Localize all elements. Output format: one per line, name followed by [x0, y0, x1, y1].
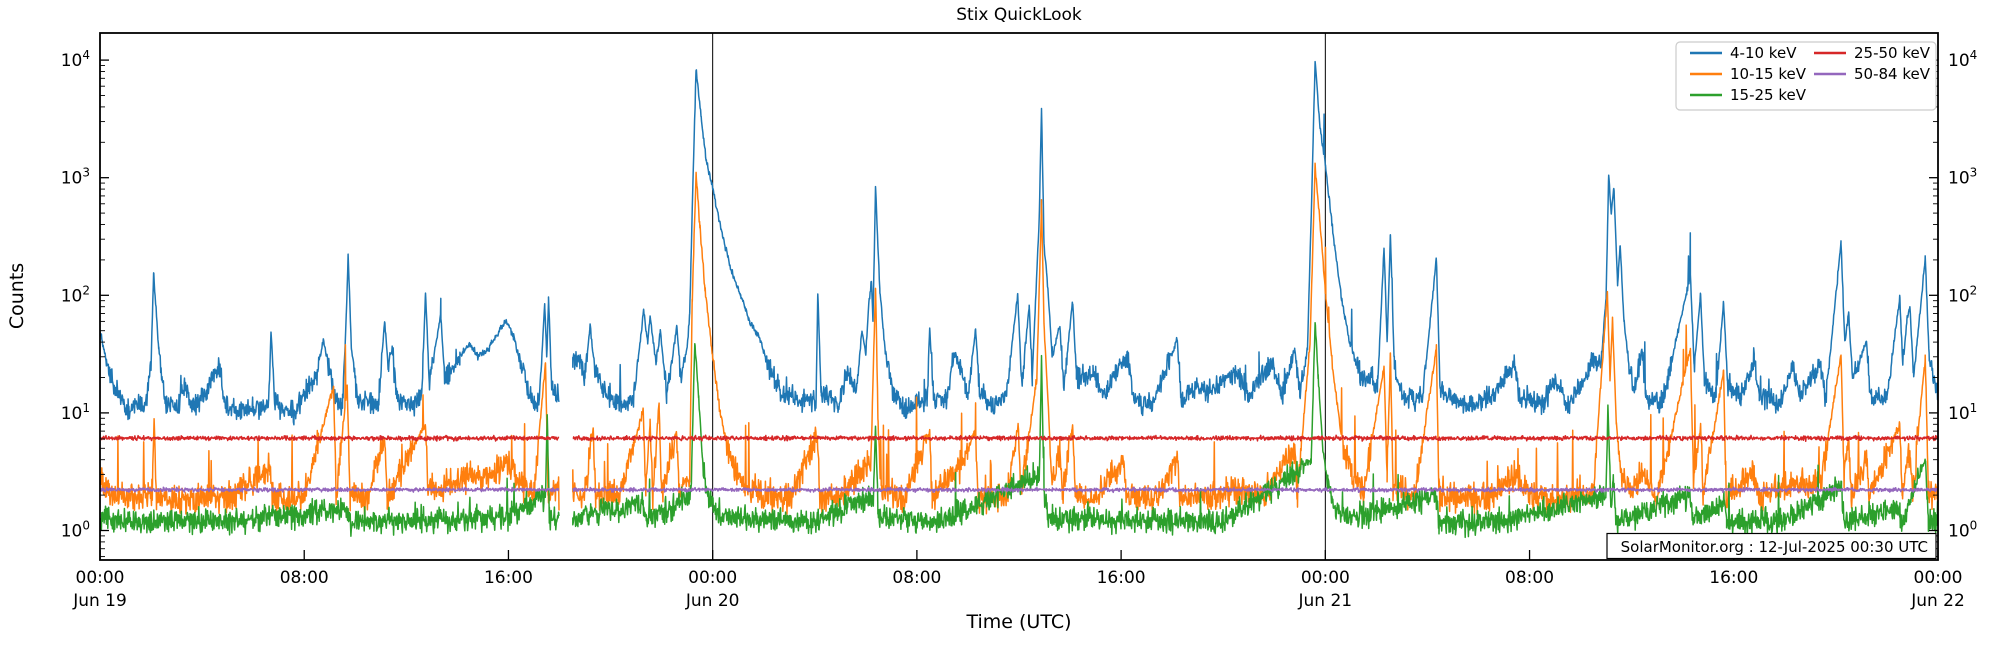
x-tick-label: 16:00 — [484, 568, 533, 588]
legend-item-label: 15-25 keV — [1730, 86, 1807, 104]
x-tick-label: 16:00 — [1097, 568, 1146, 588]
x-tick-day-label: Jun 20 — [685, 591, 740, 611]
x-tick-label: 08:00 — [892, 568, 941, 588]
data-series — [100, 60, 1938, 539]
series-line-25-50-keV — [100, 434, 1938, 443]
series-line-15-25-keV — [100, 321, 1938, 539]
y-axis-label: Counts — [6, 263, 28, 329]
series-line-4-10-keV — [100, 60, 1938, 426]
y-tick-label: 102 — [61, 283, 90, 306]
legend: 4-10 keV 10-15 keV 15-25 keV 25-50 keV 5… — [1675, 41, 1937, 111]
y-tick-label: 103 — [1948, 166, 1977, 189]
x-tick-label: 00:00 — [688, 568, 737, 588]
x-tick-label: 08:00 — [280, 568, 329, 588]
series-line-50-84-keV — [100, 486, 1938, 494]
x-tick-label: 00:00 — [76, 568, 125, 588]
y-tick-label: 101 — [61, 401, 90, 424]
series-line-10-15-keV — [100, 162, 1938, 517]
legend-item: 15-25 keV — [1690, 86, 1807, 104]
x-tick-label: 08:00 — [1505, 568, 1554, 588]
x-tick-day-label: Jun 19 — [72, 591, 127, 611]
y-tick-label: 104 — [61, 48, 90, 71]
y-tick-label: 102 — [1948, 283, 1977, 306]
y-tick-label: 100 — [1948, 519, 1977, 542]
axis-ticks: 00:00 Jun 19 08:00 16:00 00:00 Jun 20 08:00 16:… — [61, 48, 1978, 611]
legend-item: 4-10 keV — [1690, 44, 1797, 62]
y-tick-label: 101 — [1948, 401, 1977, 424]
legend-item-label: 10-15 keV — [1730, 65, 1807, 83]
watermark-text: SolarMonitor.org : 12-Jul-2025 00:30 UTC — [1621, 538, 1928, 556]
legend-box — [1675, 41, 1937, 111]
plot-frame — [99, 32, 1939, 561]
legend-item-label: 4-10 keV — [1730, 44, 1797, 62]
x-tick-label: 00:00 — [1301, 568, 1350, 588]
legend-item-label: 25-50 keV — [1854, 44, 1931, 62]
watermark: SolarMonitor.org : 12-Jul-2025 00:30 UTC — [1606, 532, 1937, 560]
y-tick-label: 100 — [61, 519, 90, 542]
y-tick-label: 103 — [61, 166, 90, 189]
x-tick-day-label: Jun 22 — [1910, 591, 1965, 611]
x-tick-day-label: Jun 21 — [1298, 591, 1353, 611]
watermark-box — [1606, 532, 1937, 560]
legend-item: 10-15 keV — [1690, 65, 1807, 83]
x-tick-label: 00:00 — [1914, 568, 1963, 588]
chart-title: Stix QuickLook — [956, 5, 1082, 25]
x-axis-label: Time (UTC) — [965, 611, 1071, 633]
legend-item-label: 50-84 keV — [1854, 65, 1931, 83]
legend-item: 25-50 keV — [1814, 44, 1931, 62]
legend-item: 50-84 keV — [1814, 65, 1931, 83]
x-tick-label: 16:00 — [1709, 568, 1758, 588]
y-tick-label: 104 — [1948, 48, 1977, 71]
